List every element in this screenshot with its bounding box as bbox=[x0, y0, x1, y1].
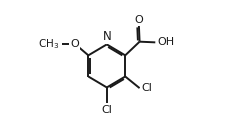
Text: O: O bbox=[134, 15, 142, 25]
Text: Cl: Cl bbox=[101, 104, 112, 115]
Text: O: O bbox=[70, 39, 79, 49]
Text: N: N bbox=[102, 30, 111, 43]
Text: OH: OH bbox=[156, 37, 173, 47]
Text: CH$_3$: CH$_3$ bbox=[38, 37, 59, 51]
Text: Cl: Cl bbox=[140, 83, 151, 93]
